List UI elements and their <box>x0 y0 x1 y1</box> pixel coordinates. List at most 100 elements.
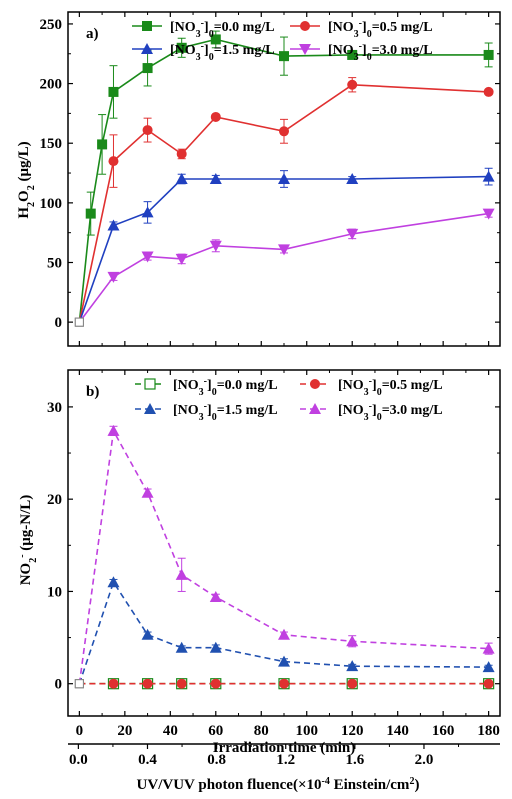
secondary-x-tick-label: 0.4 <box>138 752 157 768</box>
data-point <box>108 678 119 689</box>
legend-marker <box>309 403 321 414</box>
data-point <box>209 240 222 252</box>
panel-label: b) <box>86 384 99 400</box>
x-tick-label: 60 <box>208 723 223 739</box>
legend-entry: [NO3-]0=3.0 mg/L <box>328 41 433 63</box>
y-tick-label: 30 <box>47 400 62 416</box>
legend: [NO3-]0=0.0 mg/L [NO3-]0=0.5 mg/L [NO3-]0=… <box>135 376 443 423</box>
data-point <box>347 49 358 60</box>
data-point <box>482 170 495 182</box>
secondary-x-tick-label: 2.0 <box>415 752 434 768</box>
y-tick-label: 50 <box>47 256 62 272</box>
data-point <box>278 628 290 640</box>
y-tick-label: 250 <box>40 17 63 33</box>
legend-marker <box>310 379 320 389</box>
legend-marker <box>299 44 311 55</box>
y-axis-title: H2O2 (μg/L) <box>16 141 37 218</box>
secondary-x-tick-label: 0.8 <box>207 752 226 768</box>
data-point <box>346 660 359 672</box>
legend-marker <box>300 21 310 31</box>
x-tick-label: 160 <box>432 723 455 739</box>
data-point <box>141 251 154 263</box>
data-point <box>210 34 221 45</box>
data-point <box>107 576 120 588</box>
legend-entry: [NO3-]0=1.5 mg/L <box>170 41 275 63</box>
panel-b-nitrite-chart: 0 20 40 60 80 100 120 140 160 180 0 10 20 30 b) [NO3-]0… <box>17 369 501 794</box>
legend-entry: [NO3-]0=1.5 mg/L <box>173 401 278 423</box>
series-2 <box>74 167 495 327</box>
data-point <box>209 641 222 653</box>
data-point <box>347 79 358 90</box>
legend-entry: [NO3-]0=0.0 mg/L <box>173 376 278 398</box>
data-point <box>346 635 359 647</box>
legend-marker <box>144 403 156 414</box>
data-point <box>209 590 222 602</box>
x-tick-label: 20 <box>117 723 132 739</box>
data-point <box>347 678 358 689</box>
y-tick-label: 150 <box>40 136 63 152</box>
data-point <box>346 173 359 184</box>
data-point <box>209 173 222 184</box>
legend: [NO3-]0=0.0 mg/L [NO3-]0=0.5 mg/L[NO3-]0=… <box>132 18 433 63</box>
legend-marker <box>141 43 153 54</box>
legend-entry: [NO3-]0=0.5 mg/L <box>328 18 433 40</box>
data-point <box>175 173 188 184</box>
data-point <box>176 678 187 689</box>
secondary-x-tick-label: 1.2 <box>276 752 295 768</box>
series-0 <box>74 30 494 327</box>
data-point <box>142 678 153 689</box>
data-point <box>482 661 495 673</box>
data-point <box>483 86 494 97</box>
series-3 <box>74 424 495 689</box>
series-line <box>78 212 489 323</box>
data-point <box>85 208 96 219</box>
y-axis-title: NO2- (μg-N/L) <box>17 495 39 586</box>
data-point <box>142 63 153 74</box>
data-point <box>483 678 494 689</box>
data-point <box>279 678 289 689</box>
series-line <box>78 428 489 684</box>
legend-marker <box>144 378 156 390</box>
data-point <box>176 42 187 53</box>
series-line <box>78 580 489 684</box>
data-point <box>278 244 290 256</box>
data-point <box>482 208 495 220</box>
y-tick-label: 100 <box>40 196 63 212</box>
secondary-x-axis-title: UV/VUV photon fluence(×10-4 Einstein/cm2… <box>137 776 420 794</box>
data-point <box>175 641 188 653</box>
data-point <box>141 486 154 498</box>
x-tick-label: 180 <box>477 723 500 739</box>
data-point <box>107 219 120 231</box>
y-tick-label: 0 <box>55 315 63 331</box>
legend-entry: [NO3-]0=0.0 mg/L <box>170 18 275 40</box>
secondary-x-axis: 0.0 0.4 0.8 1.2 1.6 2.0 UV/VUV photon fluence(… <box>68 743 500 794</box>
legend-entry: [NO3-]0=3.0 mg/L <box>338 401 443 423</box>
data-point <box>482 642 495 654</box>
data-point <box>108 156 119 167</box>
series-line <box>78 83 489 323</box>
data-point <box>97 139 108 150</box>
panel-label: a) <box>86 26 99 42</box>
data-point <box>175 568 188 580</box>
y-tick-label: 0 <box>55 677 63 693</box>
data-point <box>279 51 289 62</box>
secondary-x-tick-label: 0.0 <box>69 752 88 768</box>
data-point <box>346 228 359 240</box>
data-point <box>107 271 120 283</box>
series-1 <box>74 678 494 689</box>
data-point <box>278 655 290 667</box>
x-tick-label: 0 <box>76 723 84 739</box>
legend-entry: [NO3-]0=0.5 mg/L <box>338 376 443 398</box>
data-point <box>108 86 119 97</box>
x-tick-label: 120 <box>341 723 364 739</box>
series-line <box>78 175 489 323</box>
series-line <box>78 38 489 323</box>
origin-marker <box>74 317 84 327</box>
data-point <box>278 173 290 184</box>
origin-marker <box>74 679 84 689</box>
x-tick-label: 40 <box>163 723 178 739</box>
x-tick-label: 100 <box>295 723 318 739</box>
secondary-x-tick-label: 1.6 <box>345 752 364 768</box>
legend-marker <box>142 21 152 31</box>
